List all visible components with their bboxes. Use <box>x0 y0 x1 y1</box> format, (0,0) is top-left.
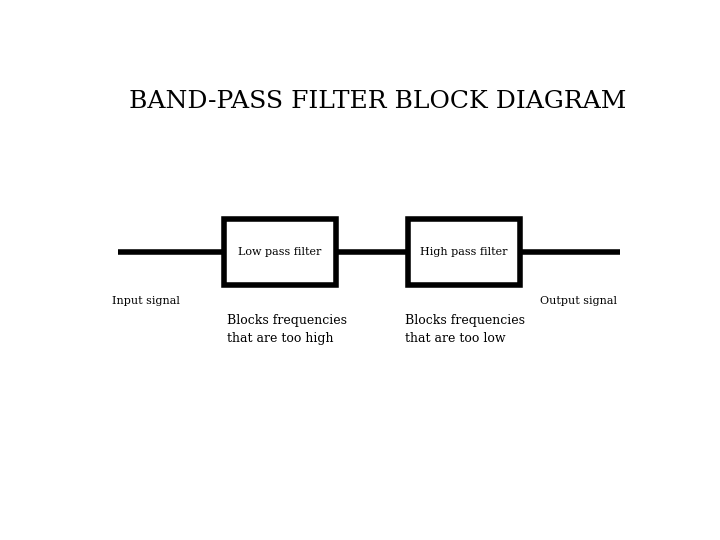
Text: Blocks frequencies
that are too low: Blocks frequencies that are too low <box>405 314 526 345</box>
Text: Low pass filter: Low pass filter <box>238 247 321 257</box>
Text: Output signal: Output signal <box>540 295 617 306</box>
Text: BAND-PASS FILTER BLOCK DIAGRAM: BAND-PASS FILTER BLOCK DIAGRAM <box>129 90 626 113</box>
Text: Blocks frequencies
that are too high: Blocks frequencies that are too high <box>227 314 347 345</box>
Text: High pass filter: High pass filter <box>420 247 508 257</box>
Bar <box>224 219 336 285</box>
Bar <box>408 219 520 285</box>
Text: Input signal: Input signal <box>112 295 180 306</box>
